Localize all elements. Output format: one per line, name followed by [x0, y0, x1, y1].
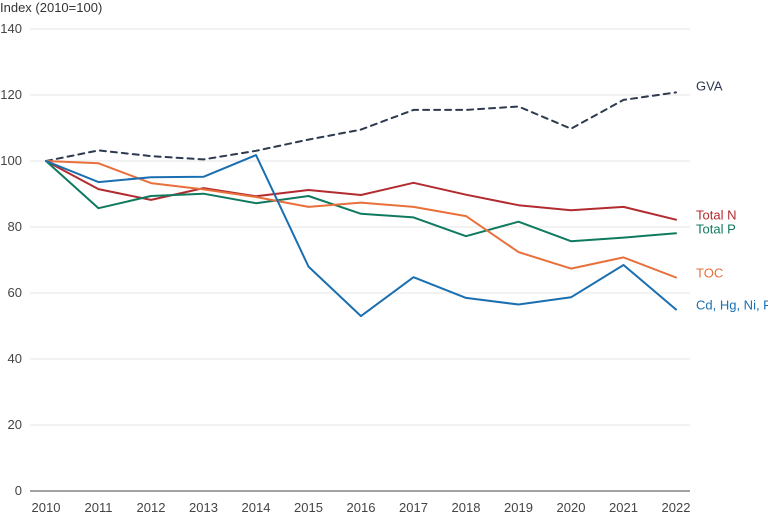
- y-tick-label: 60: [8, 285, 22, 300]
- x-tick-label: 2013: [189, 500, 218, 515]
- x-tick-label: 2010: [32, 500, 61, 515]
- series-label: Cd, Hg, Ni, Pb: [696, 298, 768, 313]
- series-line-total-n: [45, 160, 677, 221]
- x-tick-label: 2021: [609, 500, 638, 515]
- x-tick-label: 2020: [557, 500, 586, 515]
- x-tick-label: 2022: [662, 500, 691, 515]
- series-line-toc: [45, 160, 677, 279]
- series-lines: [45, 91, 677, 318]
- series-label: TOC: [696, 265, 723, 280]
- x-tick-label: 2015: [294, 500, 323, 515]
- y-axis-title: Index (2010=100): [0, 0, 102, 15]
- grid-lines: [30, 28, 690, 492]
- x-tick-label: 2019: [504, 500, 533, 515]
- x-tick-label: 2016: [347, 500, 376, 515]
- y-tick-label: 120: [0, 87, 22, 102]
- series-line-cd-hg-ni-pb: [45, 154, 677, 318]
- series-label: Total N: [696, 208, 736, 223]
- x-tick-label: 2012: [137, 500, 166, 515]
- y-tick-label: 40: [8, 351, 22, 366]
- series-label: Total P: [696, 221, 736, 236]
- y-tick-label: 0: [15, 483, 22, 498]
- y-tick-label: 140: [0, 21, 22, 36]
- x-tick-labels: 2010 2011 2012 2013 2014 2015 2016 2017 2018 2019…: [32, 500, 691, 515]
- y-tick-label: 100: [0, 153, 22, 168]
- y-tick-labels: 0 20 40 60 80 100 120 140: [0, 21, 22, 498]
- series-label: GVA: [696, 78, 723, 93]
- x-tick-label: 2017: [399, 500, 428, 515]
- series-line-gva: [45, 91, 677, 162]
- x-tick-label: 2011: [85, 500, 113, 515]
- y-tick-label: 20: [8, 417, 22, 432]
- x-tick-label: 2018: [452, 500, 481, 515]
- y-tick-label: 80: [8, 219, 22, 234]
- series-line-total-p: [45, 160, 677, 243]
- x-tick-label: 2014: [242, 500, 271, 515]
